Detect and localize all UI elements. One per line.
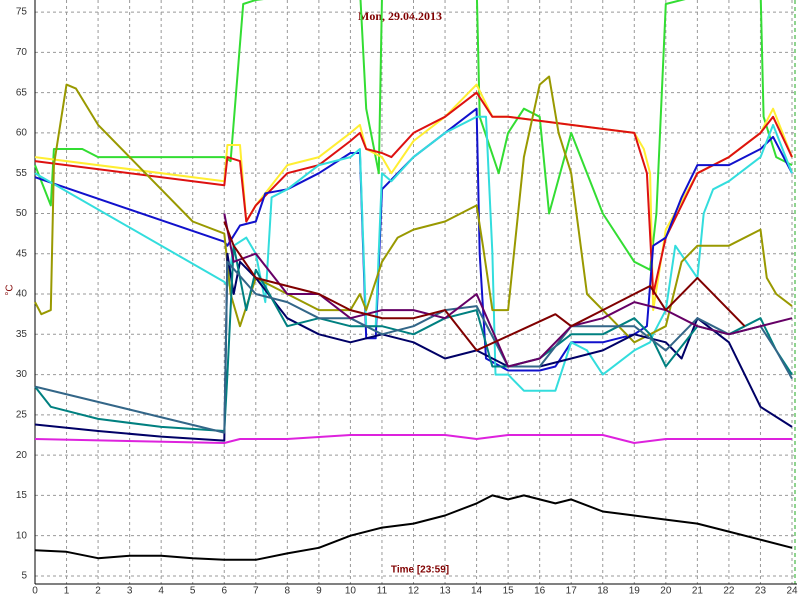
x-tick-label: 3 [127, 586, 133, 597]
y-tick-label: 35 [16, 329, 28, 340]
series-line [34, 434, 792, 444]
y-tick-label: 70 [16, 47, 28, 58]
x-tick-label: 2 [95, 586, 101, 597]
series-line [34, 75, 793, 344]
x-tick-label: 6 [221, 586, 227, 597]
x-tick-label: 4 [158, 586, 164, 597]
y-tick-label: 10 [16, 530, 28, 541]
series-line [34, 494, 793, 561]
series-line [34, 91, 793, 295]
x-tick-label: 1 [64, 586, 70, 597]
x-tick-label: 9 [316, 586, 322, 597]
x-tick-label: 12 [408, 586, 420, 597]
y-tick-label: 40 [16, 289, 28, 300]
y-tick-label: 45 [16, 248, 28, 259]
x-tick-label: 16 [534, 586, 546, 597]
x-tick-label: 7 [253, 586, 259, 597]
x-tick-label: 23 [755, 586, 767, 597]
x-tick-label: 10 [345, 586, 357, 597]
y-tick-label: 75 [16, 7, 28, 18]
x-tick-label: 15 [503, 586, 515, 597]
y-axis-label: °C [5, 284, 16, 295]
y-tick-label: 60 [16, 128, 28, 139]
series-line [34, 107, 793, 372]
chart-title: Mon, 29.04.2013 [358, 9, 442, 23]
series-line [34, 252, 793, 442]
x-tick-label: 24 [786, 586, 798, 597]
x-tick-label: 21 [692, 586, 704, 597]
y-tick-label: 20 [16, 450, 28, 461]
x-tick-label: 22 [723, 586, 735, 597]
y-tick-label: 50 [16, 208, 28, 219]
series-line [223, 213, 793, 368]
x-tick-label: 18 [597, 586, 609, 597]
y-tick-label: 30 [16, 369, 28, 380]
y-tick-label: 25 [16, 409, 28, 420]
x-tick-label: 11 [377, 586, 388, 597]
x-tick-label: 13 [439, 586, 451, 597]
series-line [34, 115, 793, 392]
x-tick-label: 19 [629, 586, 641, 597]
x-axis-label: Time [23:59] [391, 565, 449, 576]
x-tick-label: 0 [32, 586, 38, 597]
y-tick-label: 5 [21, 571, 27, 582]
series-line [223, 221, 746, 352]
y-tick-label: 15 [16, 490, 28, 501]
x-tick-label: 14 [471, 586, 483, 597]
x-tick-label: 5 [190, 586, 196, 597]
y-tick-label: 65 [16, 87, 28, 98]
x-tick-label: 17 [566, 586, 578, 597]
y-tick-label: 55 [16, 168, 28, 179]
x-tick-label: 20 [660, 586, 672, 597]
series-line [34, 260, 793, 434]
x-tick-label: 8 [285, 586, 291, 597]
